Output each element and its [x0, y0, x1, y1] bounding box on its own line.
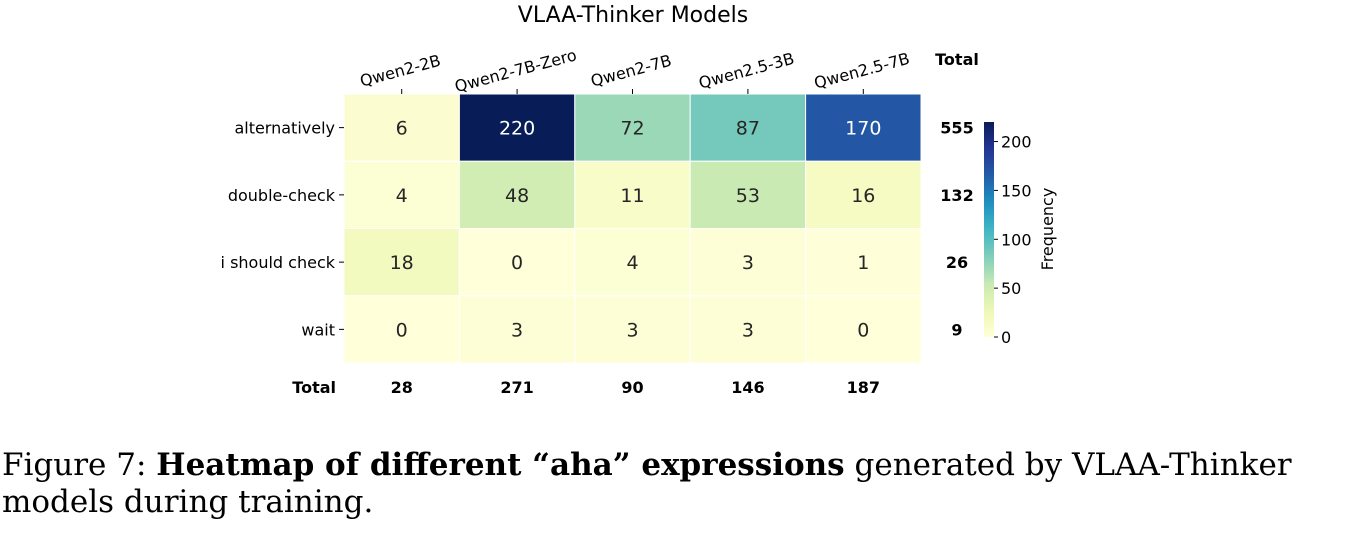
cell-value-label: 87	[736, 118, 760, 140]
row-total: 26	[946, 253, 968, 272]
caption-bold: Heatmap of different “aha” expressions	[156, 447, 845, 483]
cell-value-label: 3	[511, 319, 523, 341]
cell-value-label: 1	[857, 252, 869, 274]
x-tick-label: Qwen2-7B-Zero	[453, 45, 579, 96]
column-total: 187	[847, 378, 880, 397]
heatmap-cell	[343, 160, 460, 229]
x-tick-label: Qwen2-2B	[358, 51, 443, 91]
colorbar-tick-label: 0	[1001, 328, 1011, 347]
heatmap-cell	[458, 228, 576, 297]
chart-title: VLAA-Thinker Models	[518, 3, 748, 28]
colorbar: 0 50 100 150 200 Frequency	[984, 122, 1057, 347]
heatmap-cell	[805, 228, 922, 297]
heatmap-cell	[689, 295, 807, 364]
cell-value-label: 18	[390, 252, 414, 274]
x-tick-label: Qwen2-7B	[589, 51, 674, 91]
totals-row-header: Total	[292, 378, 336, 397]
cell-value-label: 0	[857, 319, 869, 341]
heatmap-cell	[343, 93, 460, 162]
cell-value-label: 53	[736, 185, 760, 207]
colorbar-tick-label: 50	[1001, 279, 1021, 298]
row-total: 132	[940, 186, 973, 205]
cell-value-label: 6	[396, 118, 408, 140]
column-total: 90	[621, 378, 643, 397]
heatmap-cell	[805, 295, 922, 364]
y-tick-label: alternatively	[234, 119, 335, 138]
cell-value-label: 48	[505, 185, 529, 207]
heatmap-cell	[458, 295, 576, 364]
cell-value-label: 170	[845, 118, 881, 140]
y-axis-labels: alternatively double-check i should check w…	[221, 119, 344, 339]
colorbar-tick-label: 100	[1001, 230, 1032, 249]
colorbar-label: Frequency	[1038, 188, 1057, 271]
heatmap-chart: VLAA-Thinker Models 6 220 72 87 170 4 48 11 53 16…	[221, 3, 1057, 397]
column-total: 271	[500, 378, 533, 397]
column-total: 146	[731, 378, 764, 397]
caption-rest: generated by VLAA-Thinker models during …	[2, 447, 1292, 520]
cell-value-label: 72	[620, 118, 644, 140]
heatmap-cell	[805, 160, 922, 229]
heatmap-cell	[689, 93, 807, 162]
heatmap-cells: 6 220 72 87 170 4 48 11 53 16 18 0 4 3 1 0 3 3 3 0	[343, 93, 922, 364]
cell-value-label: 0	[396, 319, 408, 341]
cell-value-label: 4	[626, 252, 638, 274]
figure-caption: Figure 7: Heatmap of different “aha” exp…	[2, 447, 1357, 521]
y-tick-label: wait	[301, 320, 335, 339]
cell-value-label: 0	[511, 252, 523, 274]
cell-value-label: 3	[742, 319, 754, 341]
y-tick-label: double-check	[228, 186, 336, 205]
colorbar-gradient	[984, 122, 994, 337]
x-tick-label: Qwen2.5-3B	[697, 49, 797, 93]
totals-column-header: Total	[935, 50, 979, 69]
cell-value-label: 220	[499, 118, 535, 140]
cell-value-label: 3	[626, 319, 638, 341]
heatmap-cell	[574, 295, 691, 364]
row-total: 9	[951, 320, 962, 339]
row-total: 555	[940, 119, 973, 138]
heatmap-cell	[574, 228, 691, 297]
cell-value-label: 3	[742, 252, 754, 274]
caption-prefix: Figure 7:	[2, 447, 147, 483]
cell-value-label: 16	[851, 185, 875, 207]
colorbar-tick-label: 200	[1001, 133, 1032, 152]
y-tick-label: i should check	[221, 253, 336, 272]
heatmap-cell	[574, 160, 691, 229]
x-axis-labels: Qwen2-2B Qwen2-7B-Zero Qwen2-7B Qwen2.5-3B Q…	[358, 45, 912, 96]
colorbar-tick-label: 150	[1001, 181, 1032, 200]
column-total: 28	[391, 378, 413, 397]
cell-value-label: 4	[396, 185, 408, 207]
heatmap-cell	[805, 93, 922, 162]
cell-value-label: 11	[620, 185, 644, 207]
x-tick-label: Qwen2.5-7B	[812, 49, 912, 93]
heatmap-cell	[458, 93, 576, 162]
heatmap-cell	[689, 228, 807, 297]
